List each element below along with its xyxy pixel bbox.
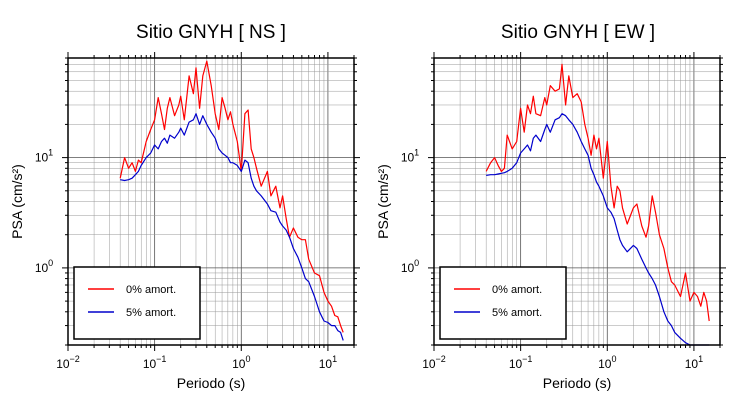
chart-panel-ew: Sitio GNYH [ EW ] 10−2 10−1 100 101 100 101 0… xyxy=(375,22,726,391)
plot-frame xyxy=(433,57,721,346)
ticks: 10−2 10−1 100 101 100 101 xyxy=(401,52,726,371)
gridlines xyxy=(434,58,720,345)
y-tick-label: 101 xyxy=(401,148,419,165)
series-line-0pct xyxy=(485,63,710,322)
chart-title: Sitio GNYH [ EW ] xyxy=(501,22,655,43)
legend: 0% amort. 5% amort. xyxy=(439,266,567,340)
legend-label-5pct: 5% amort. xyxy=(126,307,176,319)
legend-box xyxy=(439,266,567,340)
series-line-5pct xyxy=(120,113,344,341)
y-tick-label: 101 xyxy=(35,148,53,165)
plot-frame xyxy=(67,57,355,346)
series-line-5pct xyxy=(486,113,710,346)
legend-box xyxy=(73,266,201,340)
legend-label-5pct: 5% amort. xyxy=(492,307,542,319)
series-layer xyxy=(485,63,710,346)
series-line-0pct xyxy=(119,60,344,333)
y-axis-label: PSA (cm/s²) xyxy=(375,164,391,239)
x-tick-label: 10−1 xyxy=(509,354,533,371)
x-axis-label: Periodo (s) xyxy=(543,375,611,391)
x-tick-label: 101 xyxy=(319,354,337,371)
y-tick-label: 100 xyxy=(35,258,53,275)
x-tick-label: 10−2 xyxy=(56,354,80,371)
x-tick-label: 100 xyxy=(598,354,616,371)
x-tick-label: 101 xyxy=(685,354,703,371)
x-axis-label: Periodo (s) xyxy=(177,375,245,391)
chart-panel-ns: Sitio GNYH [ NS ] 10−2 10−1 100 101 100 101 0… xyxy=(9,22,360,391)
x-tick-label: 10−2 xyxy=(422,354,446,371)
y-tick-label: 100 xyxy=(401,258,419,275)
legend-label-0pct: 0% amort. xyxy=(126,284,176,296)
legend: 0% amort. 5% amort. xyxy=(73,266,201,340)
y-axis-label: PSA (cm/s²) xyxy=(9,164,25,239)
gridlines xyxy=(68,58,354,345)
x-tick-label: 10−1 xyxy=(143,354,167,371)
chart-title: Sitio GNYH [ NS ] xyxy=(136,22,286,43)
x-tick-label: 100 xyxy=(232,354,250,371)
legend-label-0pct: 0% amort. xyxy=(492,284,542,296)
series-layer xyxy=(119,60,344,341)
